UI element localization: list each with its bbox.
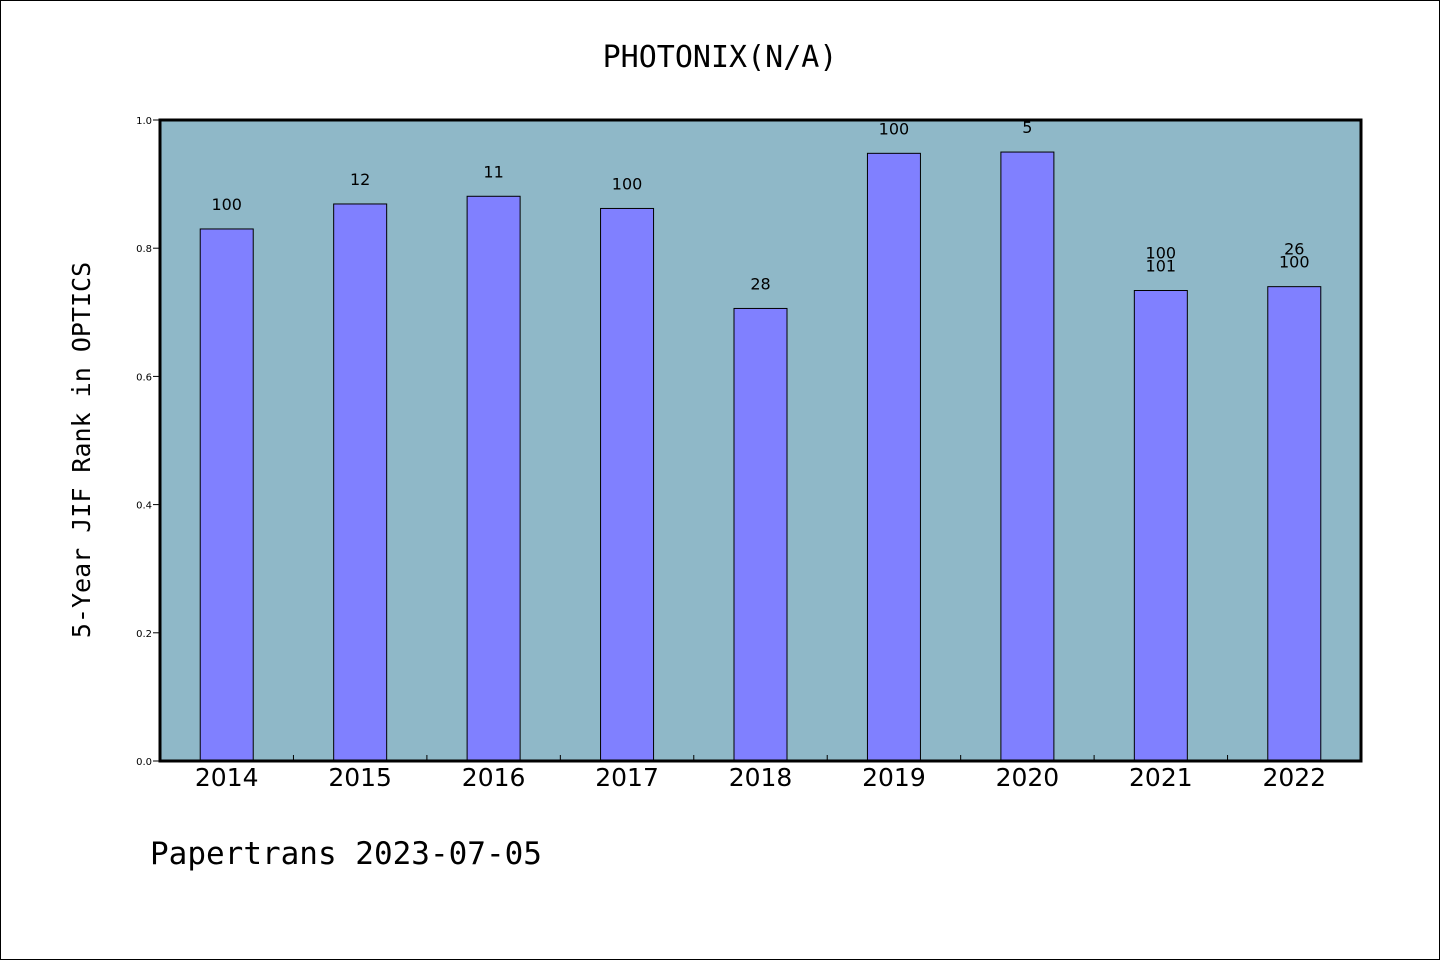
data-label: 28 — [750, 274, 770, 293]
y-tick-label: 0.4 — [136, 501, 152, 512]
data-label: 100 — [612, 174, 643, 193]
y-tick-label: 0.0 — [136, 757, 152, 768]
y-tick-label: 0.6 — [136, 372, 152, 383]
data-label: 12 — [350, 170, 370, 189]
data-label: 100 — [211, 195, 242, 214]
x-tick-label: 2018 — [729, 763, 793, 792]
bar-2017 — [600, 207, 655, 762]
data-label: 101 — [1146, 257, 1177, 276]
data-label: 100 — [879, 119, 910, 138]
y-tick-label: 1.0 — [136, 116, 152, 127]
bar-2021 — [1133, 290, 1188, 762]
x-tick-label: 2017 — [595, 763, 659, 792]
data-label: 26 — [1284, 240, 1304, 259]
bar-2019 — [866, 152, 921, 762]
bar-2018 — [733, 307, 788, 762]
bar-2022 — [1267, 286, 1322, 762]
x-tick-label: 2014 — [195, 763, 259, 792]
y-tick-label: 0.8 — [136, 244, 152, 255]
bar-2020 — [1000, 151, 1055, 762]
chart-title: PHOTONIX(N/A) — [603, 40, 838, 75]
labels-layer: 0.0 0.2 0.4 0.6 0.8 1.0 2014 100 2015 12 2016 11 201… — [136, 116, 1326, 792]
data-label: 100 — [1146, 244, 1177, 263]
plot-border — [158, 118, 1363, 763]
x-tick-label: 2021 — [1129, 763, 1193, 792]
x-tick-label: 2016 — [462, 763, 526, 792]
data-label: 5 — [1022, 118, 1032, 137]
data-label: 100 — [1279, 253, 1310, 272]
bars-layer — [199, 151, 1322, 762]
bar-2014 — [199, 228, 254, 762]
x-tick-label: 2019 — [862, 763, 926, 792]
bar-2016 — [466, 195, 521, 762]
y-axis-label: 5-Year JIF Rank in OPTICS — [67, 262, 96, 638]
data-label: 11 — [483, 162, 503, 181]
footer-text: Papertrans 2023-07-05 — [150, 836, 542, 872]
x-tick-label: 2015 — [328, 763, 392, 792]
bar-2015 — [333, 203, 388, 762]
x-tick-label: 2022 — [1262, 763, 1326, 792]
x-tick-label: 2020 — [996, 763, 1060, 792]
y-tick-label: 0.2 — [136, 629, 152, 640]
